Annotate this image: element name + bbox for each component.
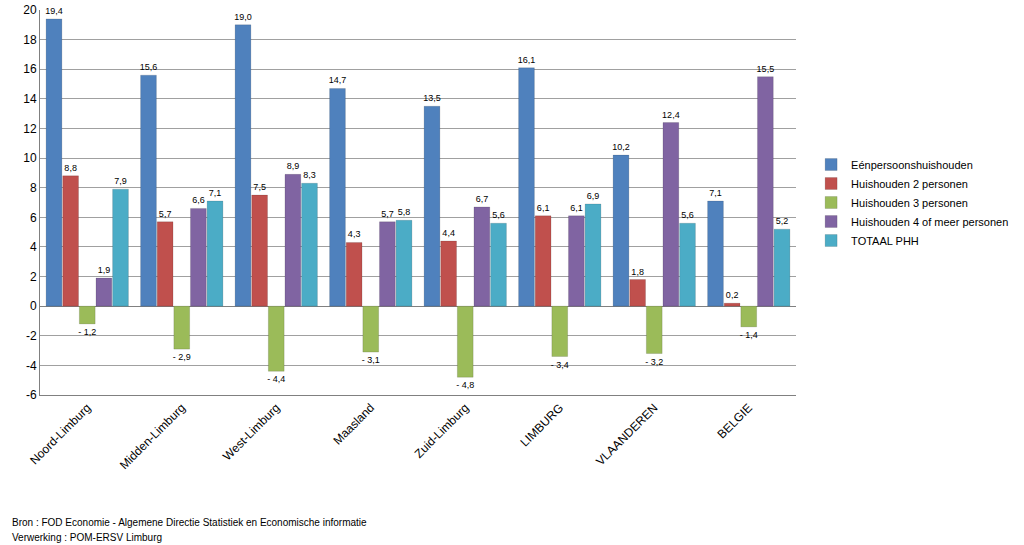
svg-text:5,7: 5,7 (159, 209, 172, 219)
svg-text:1,9: 1,9 (98, 265, 111, 275)
svg-text:0: 0 (30, 299, 37, 313)
svg-text:Eénpersoonshuishouden: Eénpersoonshuishouden (851, 159, 973, 171)
svg-text:16,1: 16,1 (518, 55, 536, 65)
svg-text:5,8: 5,8 (398, 207, 411, 217)
svg-text:West-Limburg: West-Limburg (220, 401, 283, 464)
svg-text:12: 12 (23, 122, 37, 136)
svg-text:0,2: 0,2 (726, 290, 739, 300)
svg-text:- 3,4: - 3,4 (551, 360, 569, 370)
svg-text:- 1,2: - 1,2 (78, 327, 96, 337)
svg-text:6,9: 6,9 (587, 191, 600, 201)
svg-text:LIMBURG: LIMBURG (518, 401, 567, 450)
svg-text:Huishouden 4 of meer personen: Huishouden 4 of meer personen (851, 216, 1008, 228)
svg-text:7,9: 7,9 (114, 176, 127, 186)
svg-text:10: 10 (23, 151, 37, 165)
svg-text:7,1: 7,1 (209, 188, 222, 198)
svg-text:6: 6 (30, 211, 37, 225)
svg-text:4,4: 4,4 (442, 228, 455, 238)
svg-text:14: 14 (23, 92, 37, 106)
svg-text:- 1,4: - 1,4 (740, 330, 758, 340)
svg-text:7,1: 7,1 (709, 188, 722, 198)
svg-text:Verwerking : POM-ERSV Limburg: Verwerking : POM-ERSV Limburg (12, 532, 162, 543)
svg-text:6,1: 6,1 (570, 203, 583, 213)
svg-text:Bron : FOD Economie - Algemene: Bron : FOD Economie - Algemene Directie … (12, 517, 367, 528)
svg-text:Huishouden 3 personen: Huishouden 3 personen (851, 197, 968, 209)
svg-text:20: 20 (23, 3, 37, 17)
svg-text:2: 2 (30, 270, 37, 284)
svg-text:5,7: 5,7 (381, 209, 394, 219)
svg-text:4: 4 (30, 240, 37, 254)
svg-text:7,5: 7,5 (253, 182, 266, 192)
svg-text:8,9: 8,9 (287, 161, 300, 171)
svg-text:8,3: 8,3 (303, 170, 316, 180)
svg-text:5,6: 5,6 (681, 210, 694, 220)
svg-text:5,2: 5,2 (776, 216, 789, 226)
svg-text:19,4: 19,4 (45, 6, 63, 16)
svg-text:13,5: 13,5 (423, 93, 441, 103)
svg-text:BELGIE: BELGIE (715, 401, 756, 442)
svg-text:Huishouden 2 personen: Huishouden 2 personen (851, 178, 968, 190)
svg-text:Zuid-Limburg: Zuid-Limburg (412, 401, 472, 461)
svg-text:12,4: 12,4 (662, 110, 680, 120)
svg-text:19,0: 19,0 (234, 12, 252, 22)
svg-text:- 3,2: - 3,2 (645, 357, 663, 367)
svg-text:18: 18 (23, 33, 37, 47)
svg-text:VLAANDEREN: VLAANDEREN (593, 401, 660, 468)
svg-text:6,6: 6,6 (192, 195, 205, 205)
svg-text:15,6: 15,6 (140, 62, 158, 72)
svg-text:- 3,1: - 3,1 (362, 355, 380, 365)
svg-text:6,7: 6,7 (476, 194, 489, 204)
svg-text:- 4,4: - 4,4 (267, 374, 285, 384)
svg-text:- 2,9: - 2,9 (173, 352, 191, 362)
svg-text:- 4,8: - 4,8 (456, 380, 474, 390)
svg-text:8: 8 (30, 181, 37, 195)
svg-text:4,3: 4,3 (348, 229, 361, 239)
svg-text:10,2: 10,2 (612, 142, 630, 152)
svg-text:16: 16 (23, 62, 37, 76)
svg-text:Noord-Limburg: Noord-Limburg (27, 401, 94, 468)
svg-text:1,8: 1,8 (631, 267, 644, 277)
svg-text:5,6: 5,6 (492, 210, 505, 220)
svg-text:-4: -4 (26, 359, 37, 373)
svg-text:15,5: 15,5 (757, 64, 775, 74)
svg-text:TOTAAL PHH: TOTAAL PHH (851, 235, 919, 247)
svg-text:-6: -6 (26, 388, 37, 402)
svg-text:Midden-Limburg: Midden-Limburg (117, 401, 188, 472)
svg-text:6,1: 6,1 (537, 203, 550, 213)
svg-text:8,8: 8,8 (64, 163, 77, 173)
svg-text:14,7: 14,7 (329, 75, 347, 85)
svg-text:Maasland: Maasland (330, 401, 377, 448)
svg-text:-2: -2 (26, 329, 37, 343)
